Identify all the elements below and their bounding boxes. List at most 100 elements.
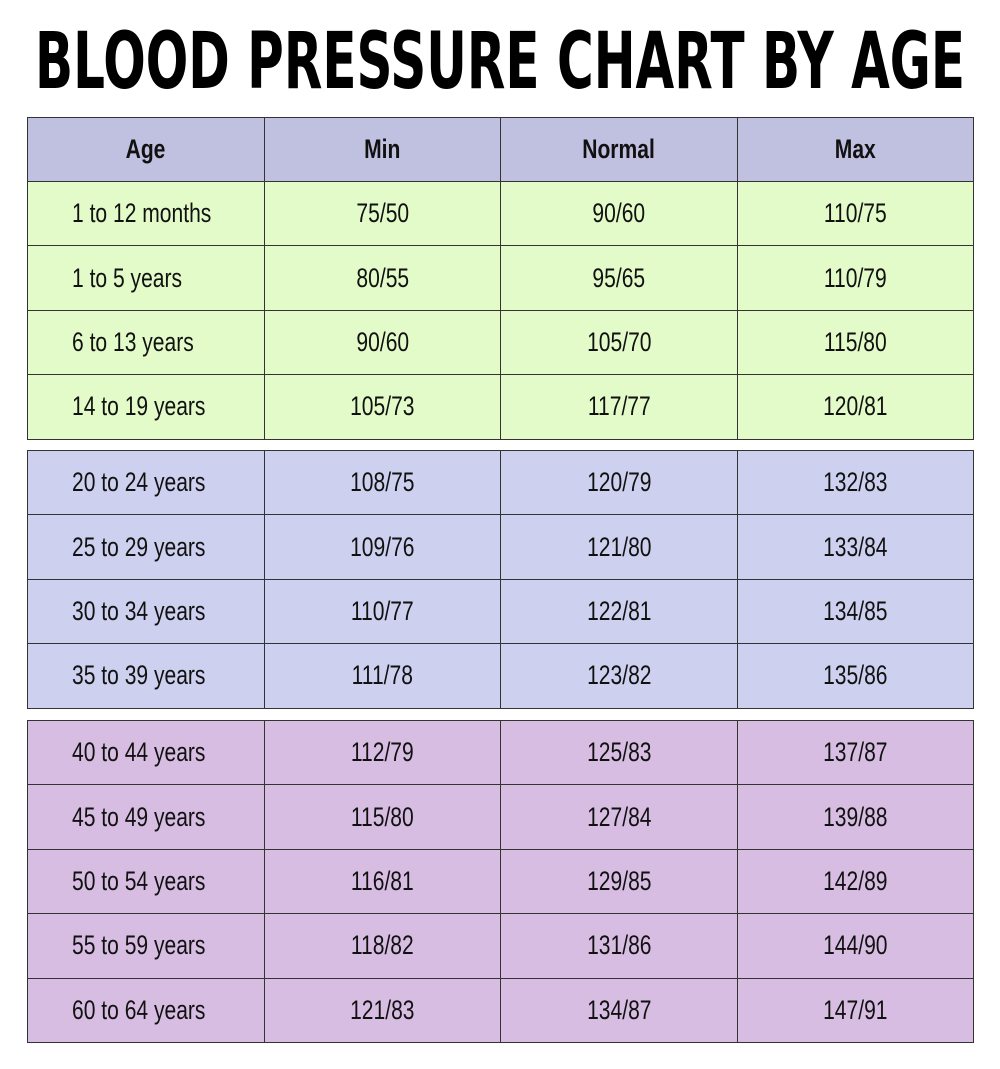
cell-text: 112/79 (351, 737, 414, 768)
value-cell: 111/78 (264, 643, 501, 709)
value-cell: 122/81 (500, 578, 738, 645)
age-cell: 60 to 64 years (27, 977, 265, 1043)
header-cell: Max (737, 117, 974, 182)
value-cell: 108/75 (264, 450, 501, 516)
cell-text: 132/83 (823, 467, 888, 498)
cell-text: 50 to 54 years (72, 865, 206, 896)
age-cell: 14 to 19 years (27, 374, 265, 440)
age-cell: 40 to 44 years (27, 720, 265, 786)
value-cell: 133/84 (737, 514, 974, 580)
cell-text: 129/85 (586, 865, 652, 896)
value-cell: 112/79 (264, 720, 501, 786)
age-cell: 6 to 13 years (27, 309, 265, 376)
value-cell: 132/83 (737, 450, 974, 516)
cell-text: Min (364, 134, 401, 164)
cell-text: 60 to 64 years (72, 994, 206, 1025)
cell-text: 111/78 (351, 660, 414, 691)
cell-text: 123/82 (586, 660, 652, 691)
cell-text: 118/82 (351, 930, 414, 961)
age-cell: 30 to 34 years (27, 578, 265, 645)
cell-text: 131/86 (586, 930, 652, 961)
header-cell: Age (27, 117, 265, 182)
value-cell: 116/81 (264, 848, 501, 915)
cell-text: 147/91 (823, 994, 888, 1025)
cell-text: 115/80 (824, 326, 887, 357)
cell-text: 121/83 (350, 994, 415, 1025)
value-cell: 121/83 (264, 977, 501, 1043)
cell-text: 144/90 (823, 930, 888, 961)
value-cell: 115/80 (737, 309, 974, 376)
age-cell: 25 to 29 years (27, 514, 265, 580)
value-cell: 115/80 (264, 784, 501, 850)
cell-text: 105/70 (586, 326, 652, 357)
value-cell: 144/90 (737, 913, 974, 979)
cell-text: 127/84 (586, 801, 652, 832)
value-cell: 109/76 (264, 514, 501, 580)
cell-text: 135/86 (823, 660, 888, 691)
cell-text: 55 to 59 years (72, 930, 206, 961)
cell-text: 110/77 (351, 595, 414, 626)
cell-text: 142/89 (823, 865, 888, 896)
cell-text: 125/83 (586, 737, 652, 768)
header-cell: Normal (500, 117, 738, 182)
value-cell: 117/77 (500, 374, 738, 440)
cell-text: 95/65 (592, 262, 646, 293)
cell-text: 80/55 (356, 262, 409, 293)
cell-text: 20 to 24 years (72, 467, 206, 498)
age-cell: 20 to 24 years (27, 450, 265, 516)
cell-text: Normal (582, 134, 656, 164)
age-cell: 1 to 12 months (27, 181, 265, 247)
value-cell: 123/82 (500, 643, 738, 709)
cell-text: 30 to 34 years (72, 595, 206, 626)
cell-text: 133/84 (823, 531, 888, 562)
cell-text: 134/87 (586, 994, 652, 1025)
cell-text: 1 to 12 months (72, 198, 212, 229)
value-cell: 125/83 (500, 720, 738, 786)
cell-text: 139/88 (823, 801, 888, 832)
age-cell: 35 to 39 years (27, 643, 265, 709)
value-cell: 90/60 (264, 309, 501, 376)
cell-text: 134/85 (823, 595, 888, 626)
age-cell: 1 to 5 years (27, 245, 265, 311)
value-cell: 127/84 (500, 784, 738, 850)
value-cell: 139/88 (737, 784, 974, 850)
cell-text: 117/77 (587, 391, 651, 422)
value-cell: 134/87 (500, 977, 738, 1043)
value-cell: 118/82 (264, 913, 501, 979)
value-cell: 137/87 (737, 720, 974, 786)
cell-text: Age (126, 134, 166, 164)
value-cell: 110/75 (737, 181, 974, 247)
value-cell: 95/65 (500, 245, 738, 311)
value-cell: 120/79 (500, 450, 738, 516)
value-cell: 90/60 (500, 181, 738, 247)
value-cell: 142/89 (737, 848, 974, 915)
age-cell: 45 to 49 years (27, 784, 265, 850)
cell-text: 75/50 (356, 198, 409, 229)
cell-text: 35 to 39 years (72, 660, 206, 691)
cell-text: 120/81 (823, 391, 888, 422)
cell-text: 40 to 44 years (72, 737, 206, 768)
cell-text: 105/73 (350, 391, 415, 422)
cell-text: 1 to 5 years (72, 262, 183, 293)
value-cell: 105/73 (264, 374, 501, 440)
cell-text: 108/75 (350, 467, 415, 498)
cell-text: 45 to 49 years (72, 801, 206, 832)
cell-text: 122/81 (586, 595, 652, 626)
cell-text: 116/81 (351, 865, 414, 896)
cell-text: 120/79 (586, 467, 652, 498)
value-cell: 75/50 (264, 181, 501, 247)
value-cell: 131/86 (500, 913, 738, 979)
value-cell: 110/79 (737, 245, 974, 311)
cell-text: 109/76 (350, 531, 415, 562)
value-cell: 147/91 (737, 977, 974, 1043)
cell-text: 25 to 29 years (72, 531, 206, 562)
age-cell: 55 to 59 years (27, 913, 265, 979)
value-cell: 110/77 (264, 578, 501, 645)
cell-text: 110/79 (824, 262, 887, 293)
page-title: BLOOD PRESSURE CHART BY AGE (35, 17, 965, 107)
cell-text: 110/75 (824, 198, 887, 229)
value-cell: 135/86 (737, 643, 974, 709)
value-cell: 121/80 (500, 514, 738, 580)
cell-text: 115/80 (351, 801, 414, 832)
cell-text: 137/87 (823, 737, 888, 768)
